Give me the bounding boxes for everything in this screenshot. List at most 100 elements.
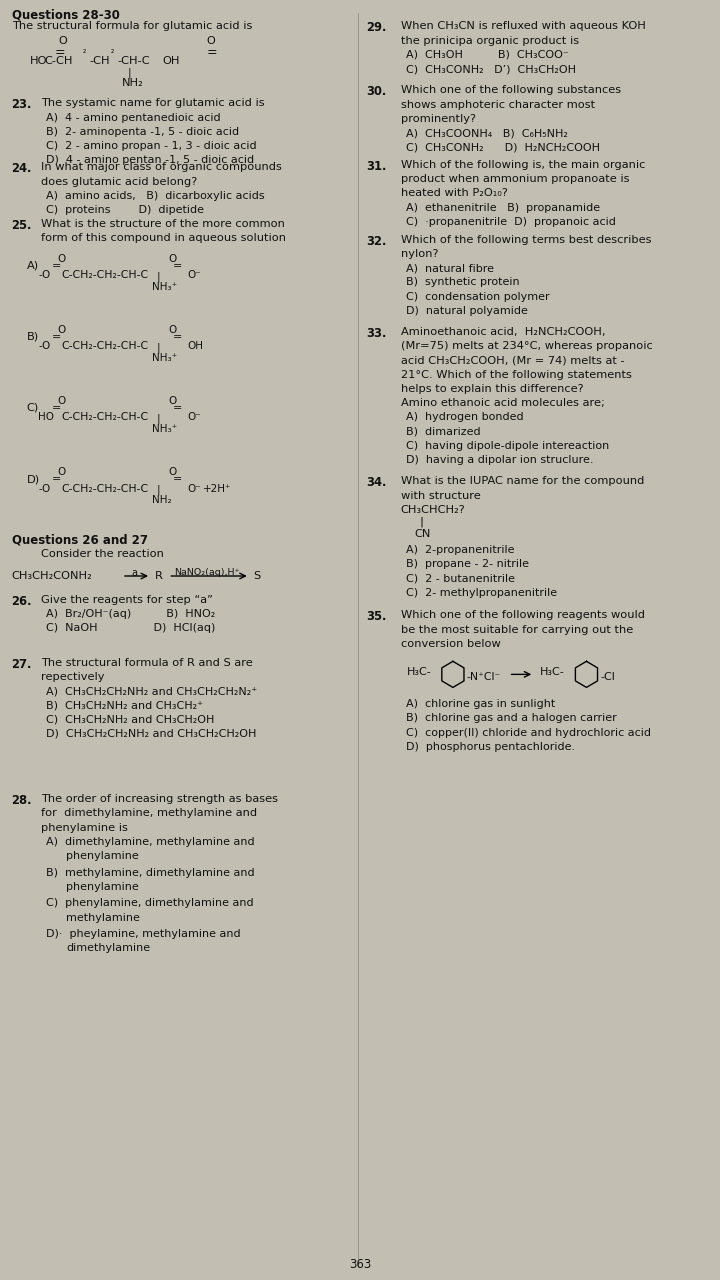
Text: B)  chlorine gas and a halogen carrier: B) chlorine gas and a halogen carrier (407, 713, 617, 723)
Text: A)  hydrogen bonded: A) hydrogen bonded (407, 412, 524, 422)
Text: O: O (168, 325, 176, 335)
Text: R: R (155, 571, 162, 581)
Text: the prinicipa organic product is: the prinicipa organic product is (400, 36, 579, 46)
Text: =: = (173, 261, 182, 271)
Text: A)  amino acids,   B)  dicarboxylic acids: A) amino acids, B) dicarboxylic acids (47, 191, 265, 201)
Text: =: = (207, 46, 217, 59)
Text: 33.: 33. (366, 328, 386, 340)
Text: C)  condensation polymer: C) condensation polymer (407, 292, 550, 302)
Text: H₃C-: H₃C- (540, 667, 564, 677)
Text: 34.: 34. (366, 476, 386, 489)
Text: C-CH₂-CH₂-CH-C: C-CH₂-CH₂-CH-C (61, 270, 148, 280)
Text: NH₃⁺: NH₃⁺ (152, 424, 177, 434)
Text: ₂: ₂ (83, 46, 86, 55)
Text: B)  methylamine, dimethylamine and: B) methylamine, dimethylamine and (47, 868, 255, 878)
Text: C)  proteins        D)  dipetide: C) proteins D) dipetide (47, 205, 204, 215)
Text: =: = (53, 403, 62, 413)
Text: B)  CH₃CH₂NH₂ and CH₃CH₂⁺: B) CH₃CH₂NH₂ and CH₃CH₂⁺ (47, 700, 204, 710)
Text: -O: -O (38, 342, 50, 351)
Text: phenylamine is: phenylamine is (40, 823, 127, 832)
Text: O: O (57, 467, 65, 477)
Text: C)  having dipole-dipole intereaction: C) having dipole-dipole intereaction (407, 440, 610, 451)
Text: for  dimethylamine, methylamine and: for dimethylamine, methylamine and (40, 808, 257, 818)
Text: C)  copper(II) chloride and hydrochloric acid: C) copper(II) chloride and hydrochloric … (407, 728, 652, 737)
Text: B)  2- aminopenta -1, 5 - dioic acid: B) 2- aminopenta -1, 5 - dioic acid (47, 127, 240, 137)
Text: O: O (168, 253, 176, 264)
Text: D)  natural polyamide: D) natural polyamide (407, 306, 528, 316)
Text: 363: 363 (349, 1257, 371, 1271)
Text: B): B) (27, 332, 39, 342)
Text: C): C) (27, 403, 39, 413)
Text: When CH₃CN is refluxed with aqueous KOH: When CH₃CN is refluxed with aqueous KOH (400, 22, 646, 31)
Text: NaNO₂(aq),H⁺: NaNO₂(aq),H⁺ (174, 568, 240, 577)
Text: 35.: 35. (366, 611, 386, 623)
Text: A)  4 - amino pentanedioic acid: A) 4 - amino pentanedioic acid (47, 113, 221, 123)
Text: -N⁺Cl⁻: -N⁺Cl⁻ (467, 672, 501, 682)
Text: Which one of the following substances: Which one of the following substances (400, 86, 621, 95)
Text: O: O (57, 396, 65, 406)
Text: shows amphoteric character most: shows amphoteric character most (400, 100, 595, 110)
Text: |: | (157, 413, 161, 424)
Text: C)  CH₃CONH₂      D)  H₂NCH₂COOH: C) CH₃CONH₂ D) H₂NCH₂COOH (407, 142, 600, 152)
Text: C-CH₂-CH₂-CH-C: C-CH₂-CH₂-CH-C (61, 484, 148, 494)
Text: O⁻: O⁻ (187, 270, 201, 280)
Text: O: O (58, 36, 67, 46)
Text: OH: OH (187, 342, 203, 351)
Text: NH₂: NH₂ (152, 495, 172, 506)
Text: H₃C-: H₃C- (407, 667, 431, 677)
Text: with structure: with structure (400, 490, 480, 500)
Text: prominently?: prominently? (400, 114, 476, 124)
Text: -CH: -CH (89, 56, 110, 65)
Text: C)  2- methylpropanenitrile: C) 2- methylpropanenitrile (407, 588, 557, 598)
Text: repectively: repectively (40, 672, 104, 682)
Text: B)  synthetic protein: B) synthetic protein (407, 278, 520, 287)
Text: D)  4 - amino pentan -1, 5 - dioic acid: D) 4 - amino pentan -1, 5 - dioic acid (47, 155, 255, 165)
Text: =: = (53, 474, 62, 484)
Text: HO: HO (38, 412, 54, 422)
Text: O: O (57, 325, 65, 335)
Text: A)  CH₃CH₂CH₂NH₂ and CH₃CH₂CH₂N₂⁺: A) CH₃CH₂CH₂NH₂ and CH₃CH₂CH₂N₂⁺ (47, 686, 258, 696)
Text: A)  dimethylamine, methylamine and: A) dimethylamine, methylamine and (47, 837, 255, 847)
Text: 32.: 32. (366, 234, 386, 247)
Text: The order of increasing strength as bases: The order of increasing strength as base… (40, 794, 278, 804)
Text: A): A) (27, 261, 39, 271)
Text: acid CH₃CH₂COOH, (Mr = 74) melts at -: acid CH₃CH₂COOH, (Mr = 74) melts at - (400, 356, 624, 366)
Text: 23.: 23. (12, 99, 32, 111)
Text: 30.: 30. (366, 86, 386, 99)
Text: (Mr=75) melts at 234°C, whereas propanoic: (Mr=75) melts at 234°C, whereas propanoi… (400, 342, 652, 351)
Text: form of this compound in aqueous solution: form of this compound in aqueous solutio… (40, 233, 286, 243)
Text: 27.: 27. (12, 658, 32, 671)
Text: 28.: 28. (12, 794, 32, 808)
Text: The structural formula of R and S are: The structural formula of R and S are (40, 658, 253, 668)
Text: Which of the following is, the main organic: Which of the following is, the main orga… (400, 160, 645, 170)
Text: Consider the reaction: Consider the reaction (40, 549, 163, 559)
Text: Questions 26 and 27: Questions 26 and 27 (12, 534, 148, 547)
Text: -CH-C: -CH-C (117, 56, 150, 65)
Text: methylamine: methylamine (66, 913, 140, 923)
Text: be the most suitable for carrying out the: be the most suitable for carrying out th… (400, 625, 633, 635)
Text: D)·  pheylamine, methylamine and: D)· pheylamine, methylamine and (47, 929, 241, 940)
Text: Which of the following terms best describes: Which of the following terms best descri… (400, 234, 651, 244)
Text: O: O (168, 396, 176, 406)
Text: CH₃CHCH₂?: CH₃CHCH₂? (400, 504, 465, 515)
Text: CH₃CH₂CONH₂: CH₃CH₂CONH₂ (12, 571, 92, 581)
Text: |: | (419, 517, 423, 527)
Text: 29.: 29. (366, 22, 386, 35)
Text: =: = (173, 474, 182, 484)
Text: does glutamic acid belong?: does glutamic acid belong? (40, 177, 197, 187)
Text: 21°C. Which of the following statements: 21°C. Which of the following statements (400, 370, 631, 380)
Text: Give the reagents for step “a”: Give the reagents for step “a” (40, 595, 212, 605)
Text: S: S (253, 571, 261, 581)
Text: A)  chlorine gas in sunlight: A) chlorine gas in sunlight (407, 699, 556, 709)
Text: phenylamine: phenylamine (66, 882, 139, 892)
Text: A)  CH₃COONH₄   B)  C₆H₅NH₂: A) CH₃COONH₄ B) C₆H₅NH₂ (407, 128, 568, 138)
Text: 31.: 31. (366, 160, 386, 173)
Text: product when ammonium propanoate is: product when ammonium propanoate is (400, 174, 629, 184)
Text: 25.: 25. (12, 219, 32, 232)
Text: The systamic name for glutamic acid is: The systamic name for glutamic acid is (40, 99, 264, 109)
Text: CN: CN (415, 529, 431, 539)
Text: -O: -O (38, 270, 50, 280)
Text: C-CH: C-CH (44, 56, 73, 65)
Text: O: O (168, 467, 176, 477)
Text: C-CH₂-CH₂-CH-C: C-CH₂-CH₂-CH-C (61, 342, 148, 351)
